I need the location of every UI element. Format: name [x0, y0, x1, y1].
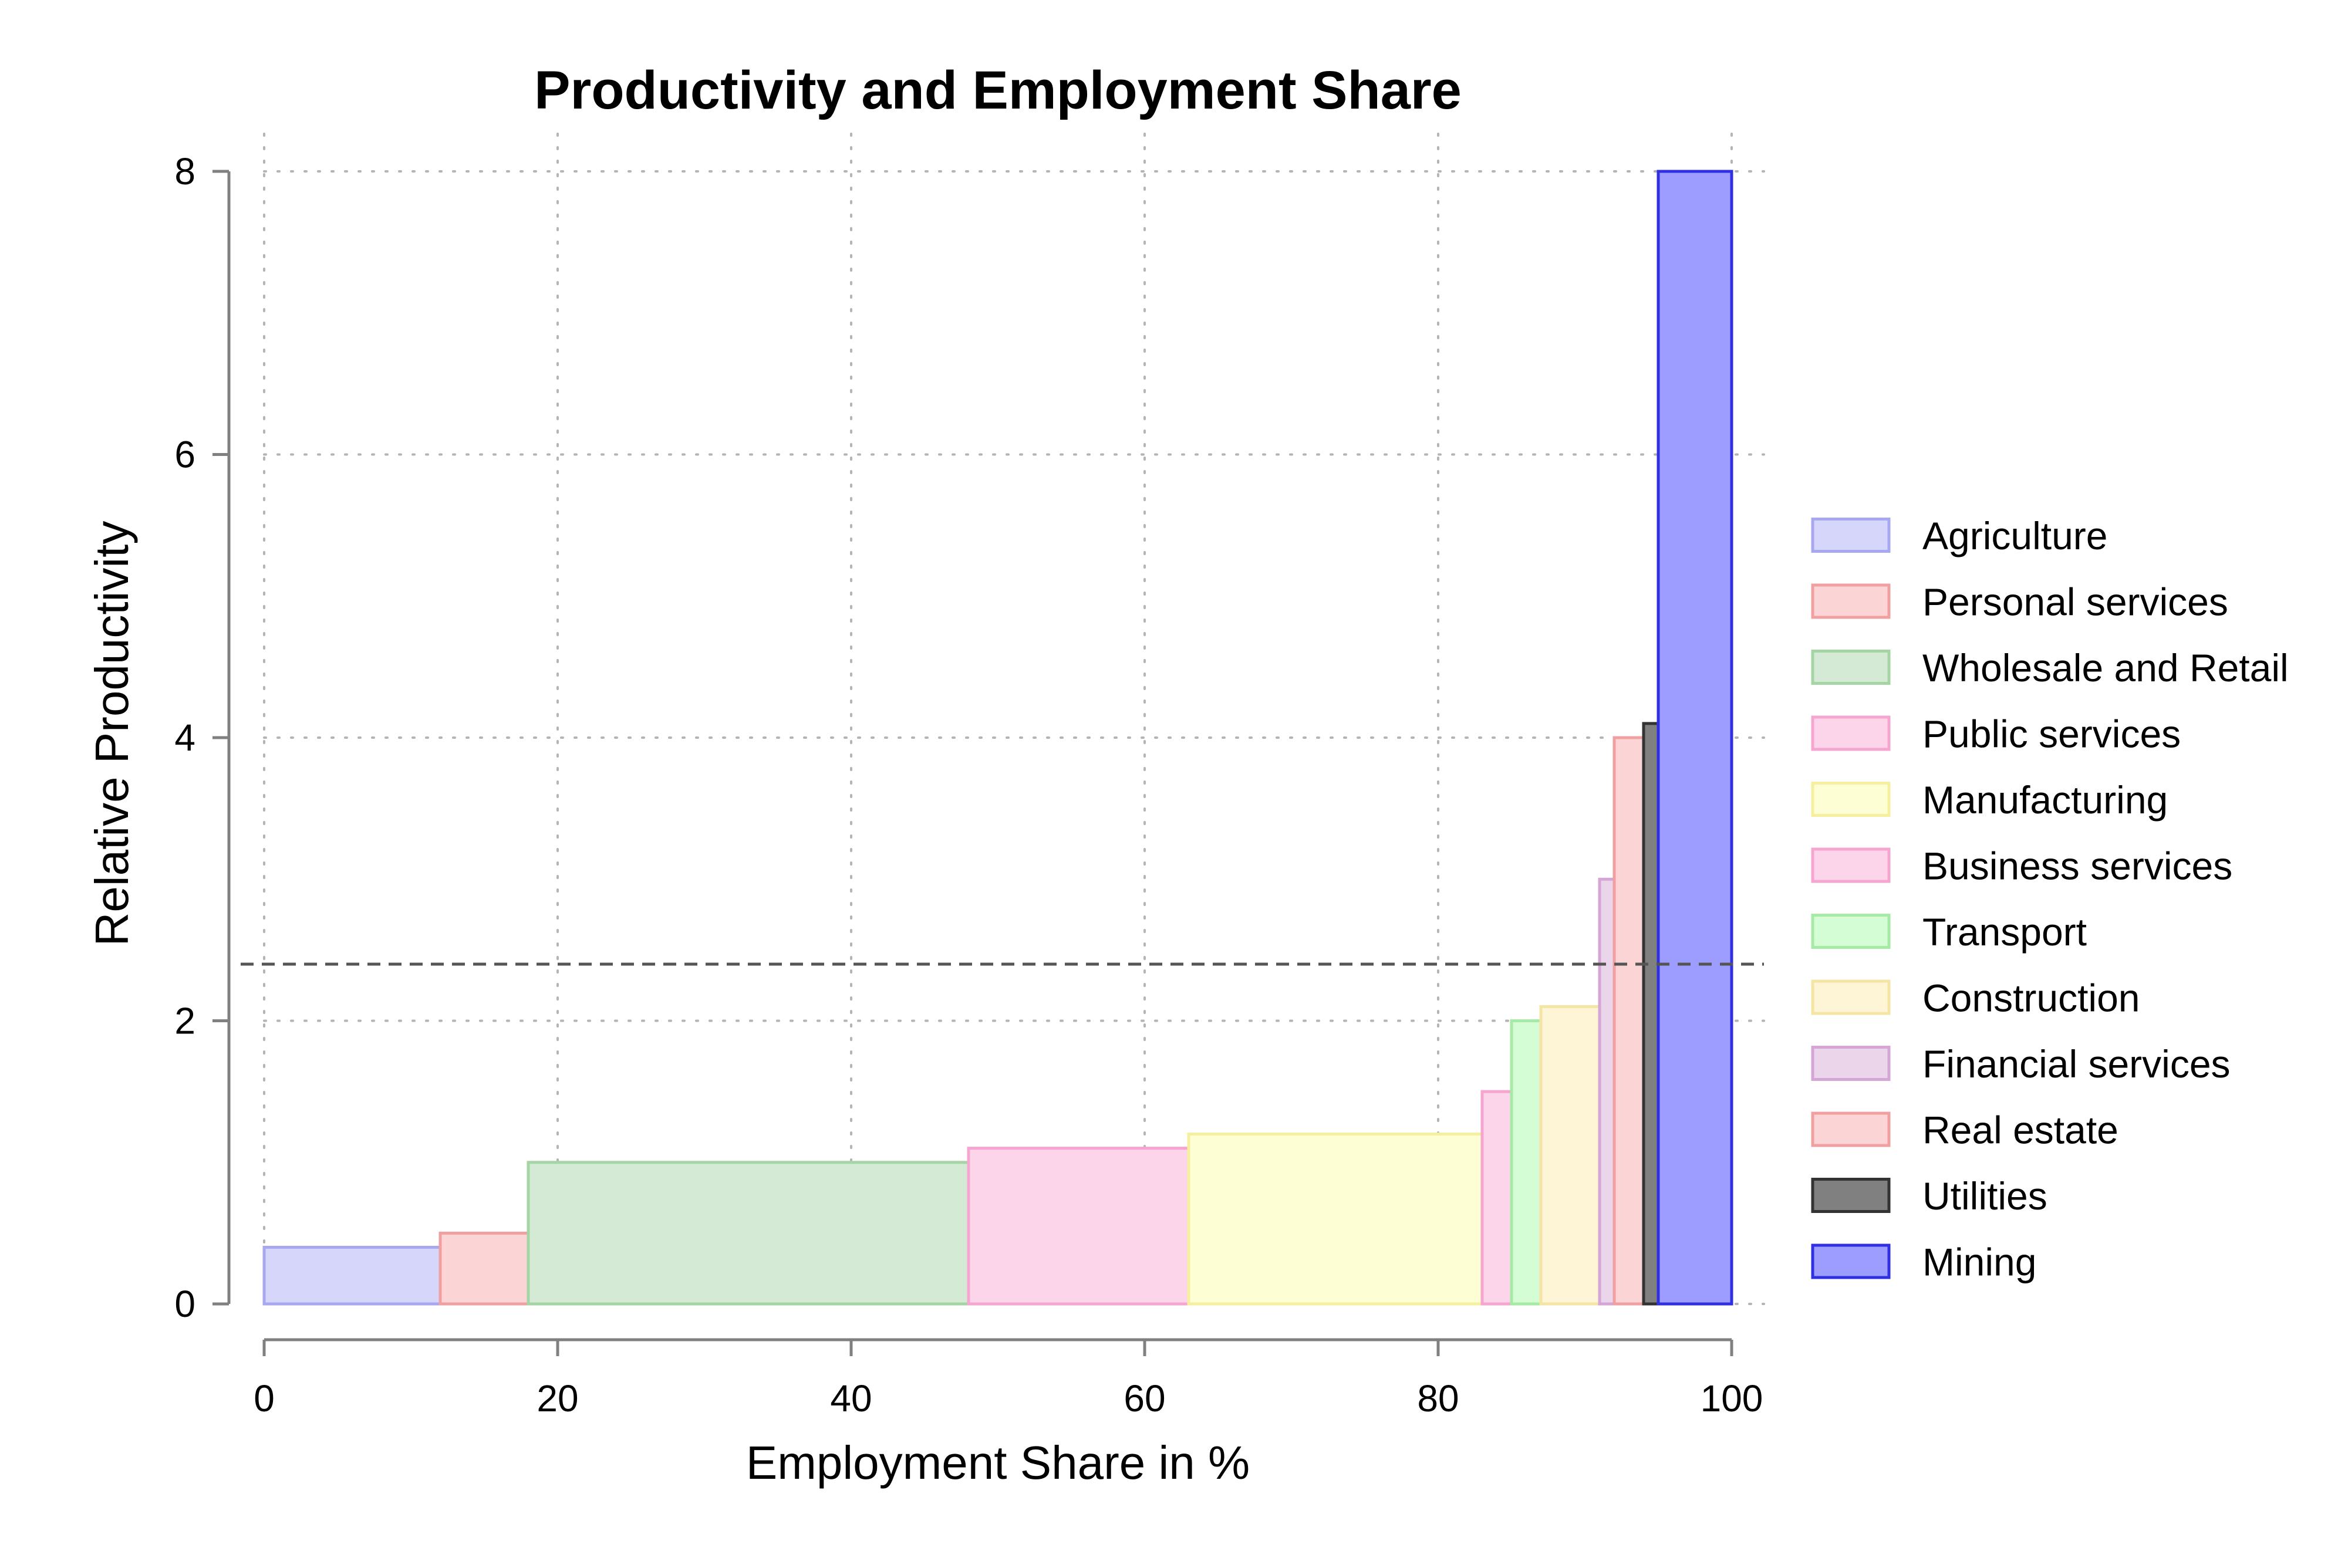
legend-label: Transport [1922, 910, 2087, 954]
legend-swatch [1811, 518, 1891, 553]
legend-label: Manufacturing [1922, 778, 2168, 822]
legend-swatch [1811, 650, 1891, 685]
y-tick-label: 4 [174, 717, 195, 759]
legend-label: Financial services [1922, 1042, 2231, 1086]
legend-swatch [1811, 1243, 1891, 1279]
chart-title: Productivity and Employment Share [534, 60, 1462, 120]
y-axis-label: Relative Productivity [86, 521, 138, 947]
legend-item: Transport [1811, 910, 2087, 954]
bar-public-services [967, 1147, 1190, 1306]
bar-utilities [1642, 722, 1660, 1306]
y-tick-label: 0 [174, 1283, 195, 1325]
x-tick-label: 0 [254, 1377, 275, 1420]
legend: Agriculture Personal services Wholesale an… [1811, 514, 2289, 1284]
legend-item: Construction [1811, 976, 2140, 1020]
legend-label: Business services [1922, 844, 2232, 888]
bar-real-estate [1612, 736, 1645, 1306]
bar-agriculture [262, 1246, 442, 1306]
legend-swatch [1811, 715, 1891, 751]
legend-item: Business services [1811, 844, 2232, 888]
legend-item: Public services [1811, 712, 2181, 756]
legend-swatch [1811, 583, 1891, 619]
bars [262, 170, 1733, 1306]
legend-item: Manufacturing [1811, 778, 2168, 822]
legend-label: Agriculture [1922, 514, 2107, 557]
legend-item: Personal services [1811, 580, 2228, 624]
legend-label: Real estate [1922, 1109, 2118, 1152]
y-ticks: 0 2 4 6 8 [174, 150, 229, 1325]
legend-label: Public services [1922, 712, 2181, 756]
legend-swatch [1811, 782, 1891, 817]
legend-label: Utilities [1922, 1174, 2047, 1218]
legend-swatch [1811, 914, 1891, 949]
legend-item: Utilities [1811, 1174, 2047, 1218]
x-tick-label: 100 [1701, 1377, 1763, 1420]
legend-swatch [1811, 1111, 1891, 1147]
x-tick-label: 60 [1124, 1377, 1165, 1420]
x-tick-label: 80 [1417, 1377, 1459, 1420]
legend-label: Construction [1922, 976, 2140, 1020]
bar-mining [1657, 170, 1733, 1306]
legend-item: Agriculture [1811, 514, 2107, 557]
bar-personal-services [438, 1231, 530, 1306]
legend-swatch [1811, 979, 1891, 1015]
legend-swatch [1811, 847, 1891, 883]
x-ticks: 0 20 40 60 80 100 [254, 1340, 1763, 1420]
legend-item: Wholesale and Retail [1811, 646, 2289, 690]
bar-transport [1510, 1019, 1543, 1306]
x-axis-label: Employment Share in % [746, 1437, 1250, 1489]
y-tick-label: 2 [174, 1000, 195, 1042]
legend-item: Real estate [1811, 1109, 2118, 1152]
y-tick-label: 8 [174, 150, 195, 192]
bar-financial-services [1598, 877, 1616, 1306]
legend-item: Financial services [1811, 1042, 2231, 1086]
bar-business-services [1480, 1090, 1513, 1306]
y-tick-label: 6 [174, 434, 195, 476]
legend-swatch [1811, 1178, 1891, 1213]
x-tick-label: 20 [537, 1377, 578, 1420]
bar-construction [1539, 1005, 1601, 1306]
x-tick-label: 40 [830, 1377, 872, 1420]
legend-item: Mining [1811, 1241, 2036, 1284]
legend-swatch [1811, 1046, 1891, 1081]
bar-manufacturing [1187, 1133, 1484, 1306]
legend-label: Wholesale and Retail [1922, 646, 2289, 690]
legend-label: Mining [1922, 1241, 2036, 1284]
legend-label: Personal services [1922, 580, 2228, 624]
bar-wholesale-and-retail [527, 1161, 970, 1306]
